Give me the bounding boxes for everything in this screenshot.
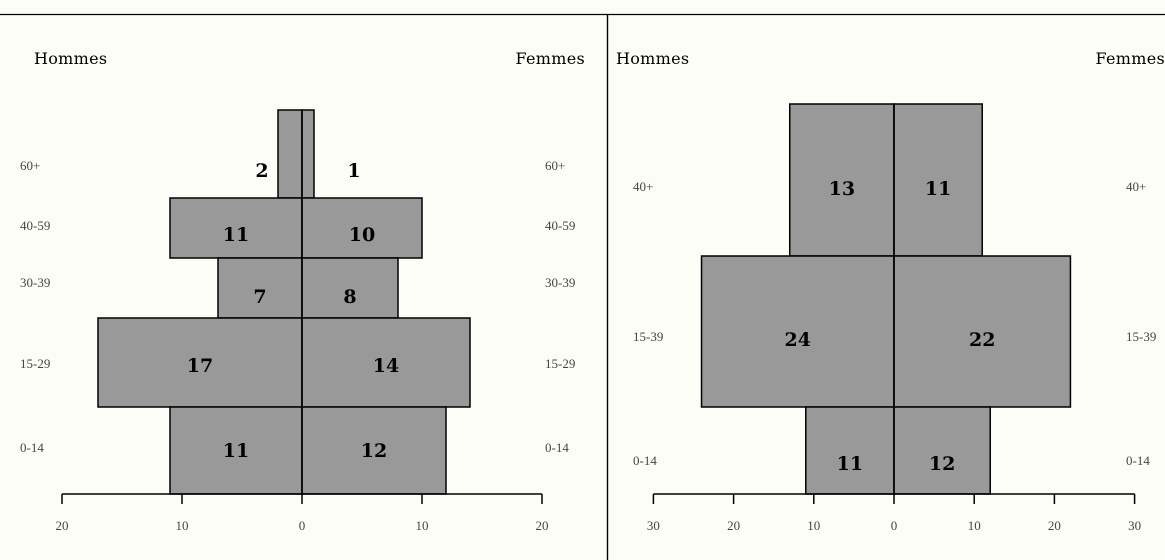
value-label-hommes-0-14: 11 bbox=[223, 440, 249, 462]
left-panel-male-header: Hommes bbox=[34, 49, 107, 68]
age-label-left-15-39: 15-39 bbox=[633, 329, 663, 344]
age-label-right-30-39: 30-39 bbox=[545, 275, 575, 290]
bar-femmes-0-14 bbox=[301, 406, 447, 495]
bar-femmes-0-14 bbox=[893, 406, 991, 495]
x-axis-tick-label: 20 bbox=[536, 518, 549, 533]
age-label-left-0-14: 0-14 bbox=[633, 453, 657, 468]
bar-hommes-40-59 bbox=[169, 197, 303, 259]
age-label-left-40+: 40+ bbox=[633, 179, 653, 194]
value-label-hommes-0-14: 11 bbox=[837, 453, 863, 475]
value-label-hommes-30-39: 7 bbox=[253, 286, 266, 308]
age-label-right-15-39: 15-39 bbox=[1126, 329, 1156, 344]
age-label-right-60+: 60+ bbox=[545, 158, 565, 173]
x-axis-tick-label: 10 bbox=[176, 518, 189, 533]
value-label-hommes-40+: 13 bbox=[829, 178, 855, 200]
bar-hommes-15-29 bbox=[97, 317, 303, 408]
bar-hommes-0-14 bbox=[169, 406, 303, 495]
value-label-femmes-15-29: 14 bbox=[373, 355, 399, 377]
value-label-hommes-40-59: 11 bbox=[223, 224, 249, 246]
left-panel-female-header: Femmes bbox=[515, 49, 585, 68]
age-label-right-15-29: 15-29 bbox=[545, 356, 575, 371]
value-label-femmes-60+: 1 bbox=[347, 160, 360, 182]
age-label-left-30-39: 30-39 bbox=[20, 275, 50, 290]
x-axis-tick-label: 30 bbox=[647, 518, 660, 533]
value-label-femmes-40-59: 10 bbox=[349, 224, 375, 246]
x-axis-tick-label: 20 bbox=[1048, 518, 1061, 533]
value-label-hommes-60+: 2 bbox=[255, 160, 268, 182]
x-axis-tick-label: 0 bbox=[891, 518, 898, 533]
bar-femmes-40-59 bbox=[301, 197, 423, 259]
right-panel-male-header: Hommes bbox=[616, 49, 689, 68]
value-label-hommes-15-39: 24 bbox=[785, 329, 811, 351]
value-label-hommes-15-29: 17 bbox=[187, 355, 213, 377]
x-axis-tick-label: 30 bbox=[1128, 518, 1141, 533]
value-label-femmes-15-39: 22 bbox=[969, 329, 995, 351]
age-label-right-0-14: 0-14 bbox=[545, 440, 569, 455]
bar-hommes-15-39 bbox=[700, 255, 895, 408]
age-label-right-40+: 40+ bbox=[1126, 179, 1146, 194]
x-axis-tick-label: 10 bbox=[416, 518, 429, 533]
x-axis-tick-label: 10 bbox=[968, 518, 981, 533]
x-axis-tick-label: 20 bbox=[56, 518, 69, 533]
x-axis-tick-label: 20 bbox=[727, 518, 740, 533]
age-label-left-0-14: 0-14 bbox=[20, 440, 44, 455]
bar-hommes-0-14 bbox=[805, 406, 895, 495]
bar-hommes-30-39 bbox=[217, 257, 303, 319]
age-label-right-40-59: 40-59 bbox=[545, 218, 575, 233]
value-label-femmes-0-14: 12 bbox=[929, 453, 955, 475]
value-label-femmes-0-14: 12 bbox=[361, 440, 387, 462]
right-panel-female-header: Femmes bbox=[1095, 49, 1165, 68]
bar-hommes-60+ bbox=[277, 109, 303, 199]
value-label-femmes-30-39: 8 bbox=[343, 286, 356, 308]
age-label-right-0-14: 0-14 bbox=[1126, 453, 1150, 468]
age-label-left-40-59: 40-59 bbox=[20, 218, 50, 233]
age-label-left-15-29: 15-29 bbox=[20, 356, 50, 371]
age-label-left-60+: 60+ bbox=[20, 158, 40, 173]
x-axis-tick-label: 0 bbox=[299, 518, 306, 533]
value-label-femmes-40+: 11 bbox=[925, 178, 951, 200]
bar-femmes-30-39 bbox=[301, 257, 399, 319]
x-axis-tick-label: 10 bbox=[807, 518, 820, 533]
bar-femmes-15-39 bbox=[893, 255, 1072, 408]
bar-femmes-60+ bbox=[301, 109, 315, 199]
